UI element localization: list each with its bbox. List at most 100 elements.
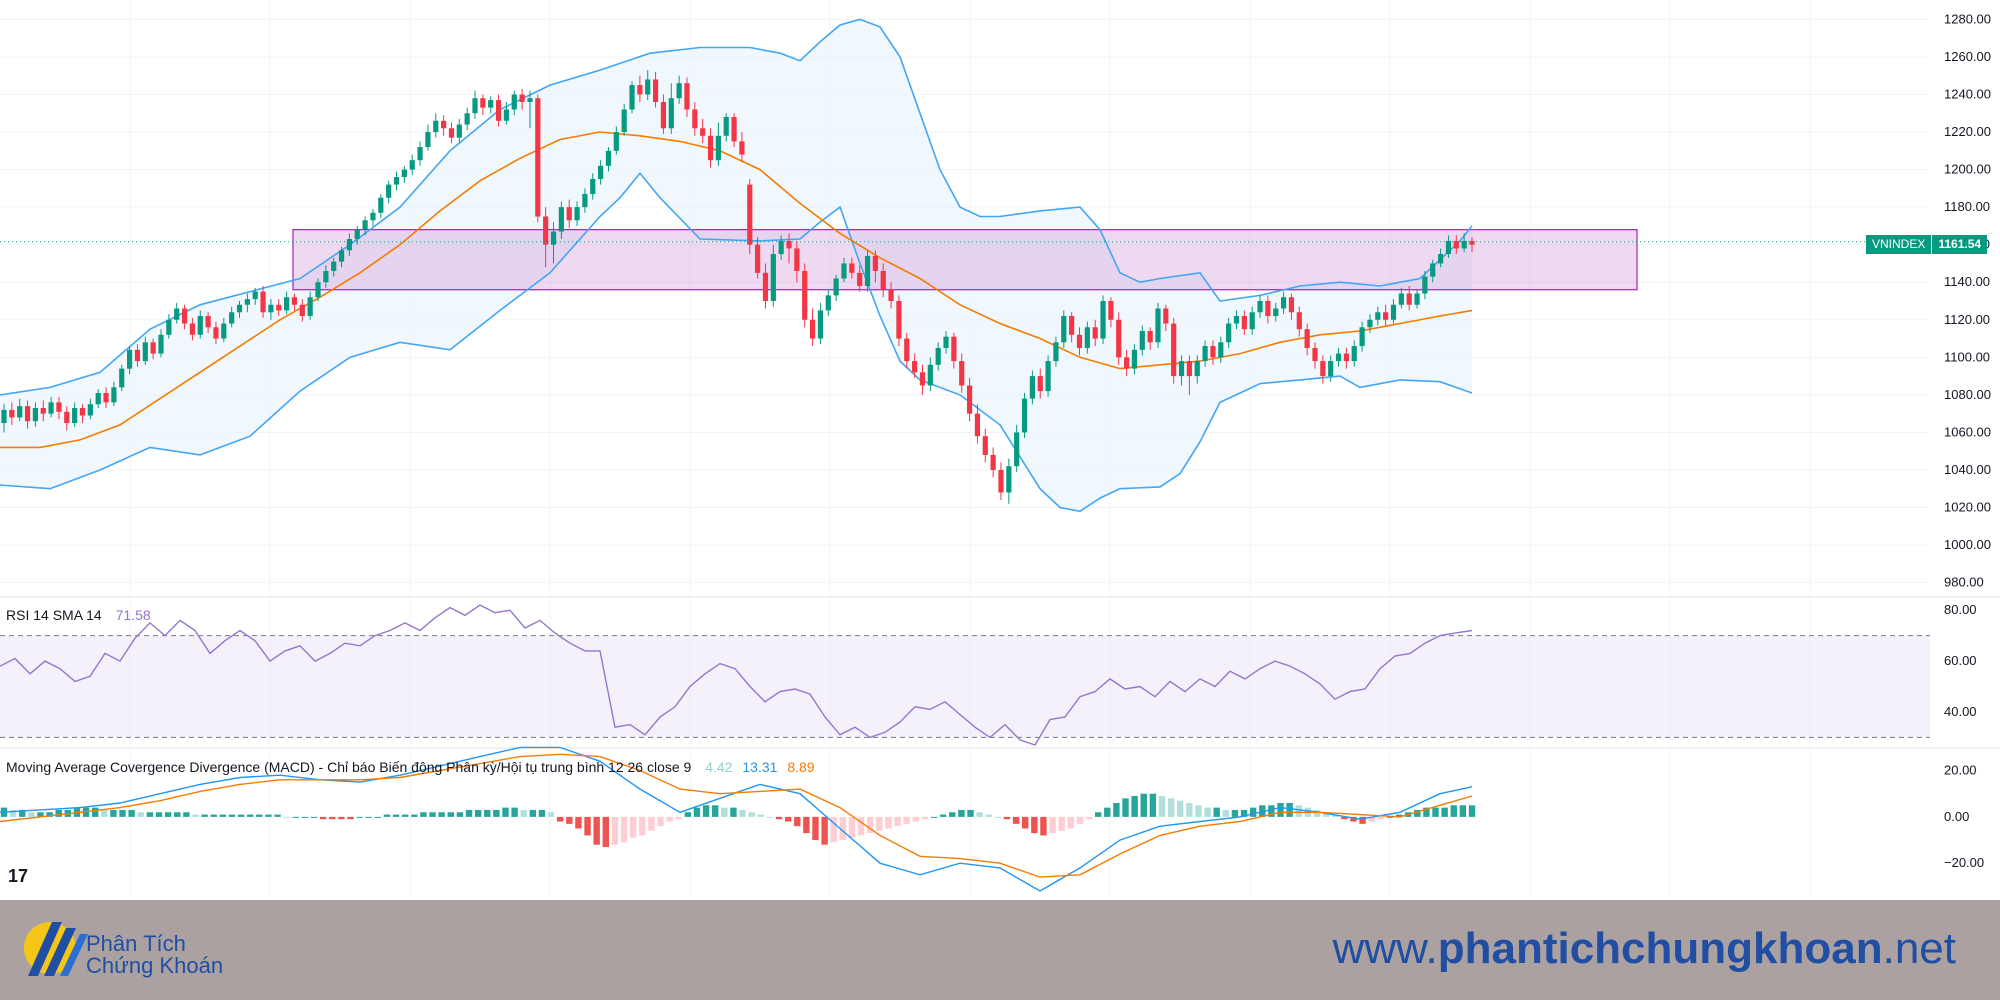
candle-body (872, 255, 878, 271)
candle-body (284, 297, 290, 311)
candle-body (299, 304, 305, 317)
rsi-legend[interactable]: RSI 14 SMA 14 71.58 (6, 607, 151, 623)
candle-body (64, 411, 70, 424)
macd-histogram-bar (1167, 798, 1175, 817)
macd-signal-value: 8.89 (787, 759, 815, 775)
macd-histogram-bar (830, 816, 837, 843)
macd-histogram-bar (1076, 816, 1084, 824)
candle-body (1131, 349, 1138, 369)
macd-histogram-bar (1022, 816, 1029, 829)
macd-histogram-bar (228, 814, 236, 817)
macd-histogram-bar (821, 816, 828, 845)
candle-body (637, 85, 643, 95)
candle-body (9, 409, 15, 418)
macd-histogram-bar (1003, 816, 1011, 820)
candle-body (1437, 254, 1444, 264)
candle-body (181, 308, 188, 324)
candle-body (158, 334, 164, 354)
macd-histogram-bar (702, 805, 710, 817)
candle-body (833, 278, 839, 296)
candle-body (904, 338, 910, 362)
tradingview-logo-icon[interactable]: 17 (8, 866, 29, 886)
macd-histogram-bar (474, 809, 482, 817)
candle-body (48, 402, 54, 414)
macd-histogram-bar (1368, 816, 1375, 822)
candle-body (652, 79, 659, 102)
candle-body (1116, 319, 1122, 358)
macd-histogram-bar (1432, 807, 1439, 817)
macd-histogram-bar (465, 809, 473, 817)
macd-histogram-bar (155, 812, 163, 817)
price-tick-label: 1240.00 (1944, 86, 1991, 101)
candle-body (1029, 376, 1035, 399)
candle-body (189, 323, 196, 335)
macd-histogram-bar (1177, 800, 1184, 817)
macd-histogram-bar (894, 816, 901, 827)
macd-histogram-bar (1204, 807, 1211, 817)
candle-body (244, 299, 250, 305)
candle-body (1241, 316, 1247, 330)
candle-body (1312, 347, 1318, 362)
bollinger-band-fill (0, 19, 1472, 512)
candle-body (1045, 361, 1051, 392)
macd-histogram-bar (411, 814, 418, 817)
candle-body (401, 169, 407, 178)
macd-line-value: 13.31 (742, 759, 778, 775)
candle-body (1257, 301, 1263, 313)
candle-body (1053, 342, 1059, 362)
candle-body (786, 240, 792, 249)
candle-body (927, 364, 933, 386)
macd-legend[interactable]: Moving Average Covergence Divergence (MA… (6, 759, 815, 775)
candle-body (1084, 327, 1090, 348)
chart-canvas[interactable]: 1280.00 1260.00 1240.00 1220.00 1200.00 1180.… (0, 0, 2000, 900)
candle-body (723, 117, 729, 136)
price-tick-label: 1180.00 (1944, 199, 1990, 214)
candle-body (1406, 293, 1412, 305)
candle-body (543, 216, 549, 245)
macd-histogram-bar (1104, 807, 1111, 817)
macd-histogram-bar (146, 812, 154, 817)
macd-histogram-bar (37, 812, 44, 817)
candle-body (896, 301, 902, 339)
candle-body (778, 240, 784, 255)
footer-url[interactable]: www.phantichchungkhoan.net (1333, 924, 1956, 974)
candle-body (127, 349, 133, 369)
candle-body (919, 372, 926, 386)
candle-body (1288, 297, 1295, 313)
price-tick-label: 1280.00 (1944, 11, 1991, 26)
candle-body (1139, 331, 1145, 350)
macd-histogram-bar (1332, 814, 1339, 817)
candle-body (229, 312, 235, 324)
candle-body (1453, 240, 1459, 249)
macd-histogram-bar (1450, 805, 1457, 817)
candle-body (56, 402, 62, 412)
candle-body (1076, 334, 1083, 348)
macd-histogram-bar (639, 816, 646, 836)
candle-body (715, 135, 721, 161)
candle-body (1461, 240, 1467, 249)
macd-histogram-bar (721, 807, 728, 817)
candle-body (605, 150, 612, 166)
candle-body (1108, 301, 1114, 320)
last-price-label: 1161.54 (1932, 235, 1988, 254)
candle-body (425, 132, 431, 148)
candle-body (378, 197, 384, 213)
macd-histogram-bar (775, 816, 783, 820)
macd-histogram-bar (1395, 814, 1403, 817)
candle-body (1021, 398, 1028, 433)
candle-body (527, 98, 533, 102)
candle-body (1430, 263, 1436, 277)
price-tick-label: 1080.00 (1944, 387, 1991, 402)
price-tick-label: 1260.00 (1944, 49, 1991, 64)
candle-body (119, 368, 125, 388)
candle-body (323, 270, 329, 283)
macd-histogram-bar (283, 816, 290, 818)
macd-histogram-bar (976, 812, 983, 817)
price-tick-label: 1220.00 (1944, 124, 1991, 139)
candle-body (1006, 466, 1012, 493)
rsi-band (0, 635, 1930, 738)
candle-body (558, 207, 564, 232)
candle-body (880, 270, 886, 290)
macd-histogram-bar (356, 816, 363, 818)
macd-histogram-bar (1213, 807, 1220, 817)
